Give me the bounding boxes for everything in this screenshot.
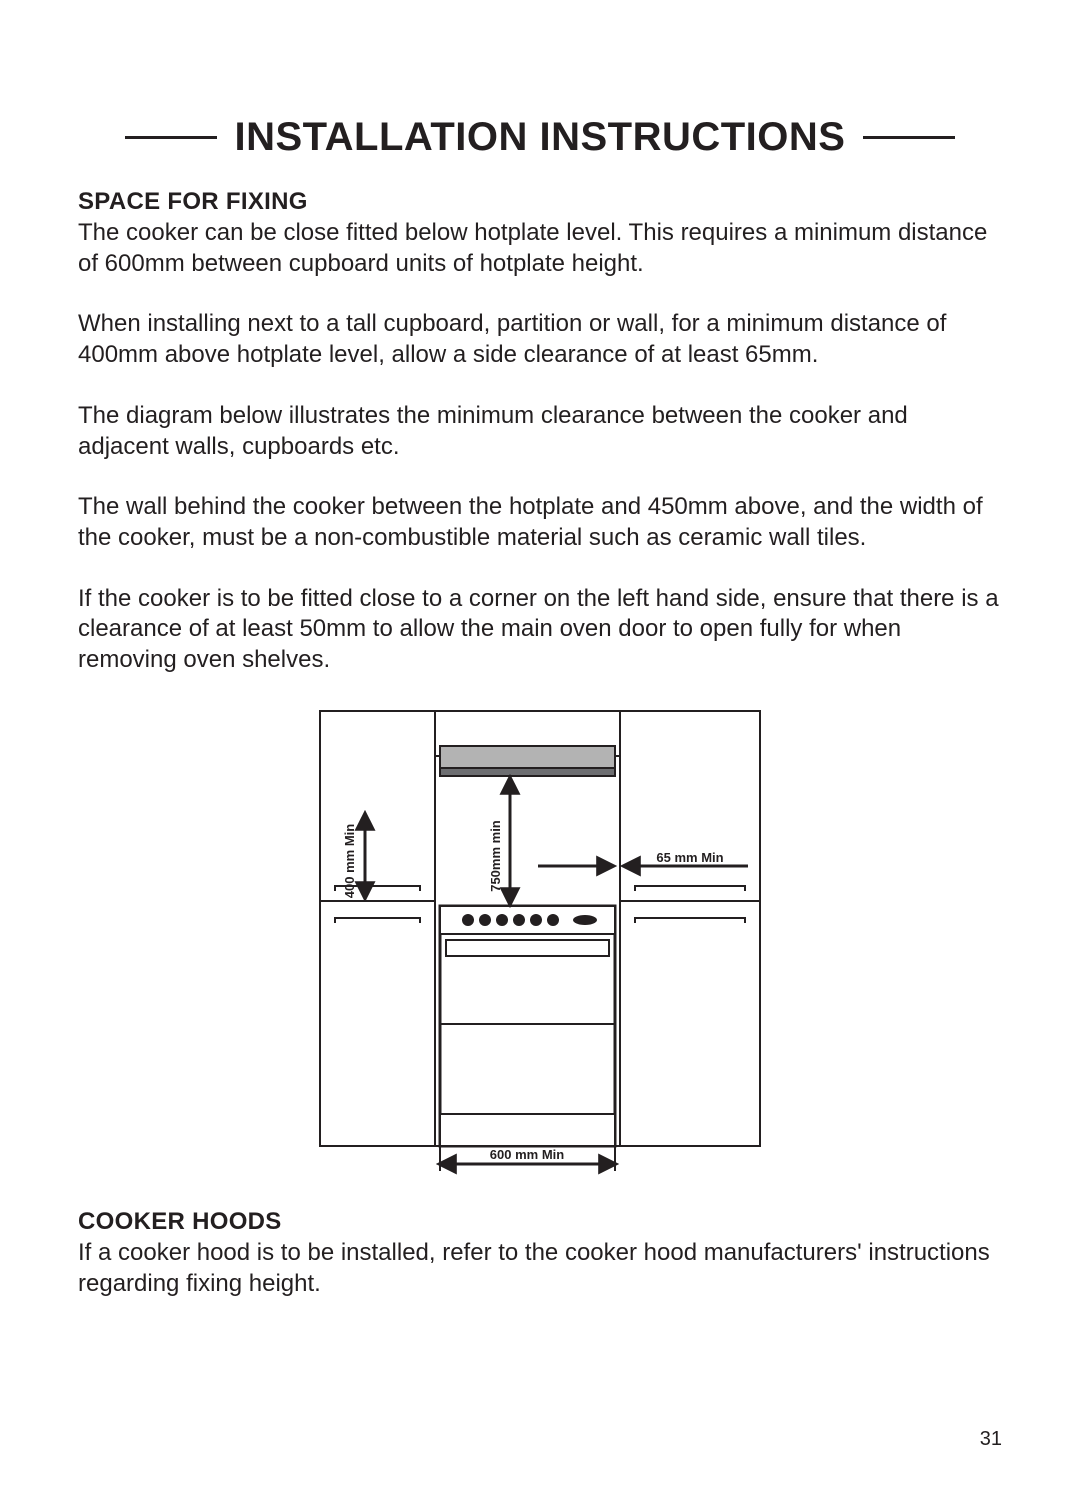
diagram-label-750mm: 750mm min (488, 820, 503, 892)
para-sff-3: The diagram below illustrates the minimu… (78, 401, 1002, 462)
clearance-diagram: 750mm min 400 mm Min 65 mm Min 600 mm Mi… (78, 706, 1002, 1186)
diagram-label-400mm: 400 mm Min (342, 824, 357, 898)
title-rule-left (125, 136, 217, 139)
clearance-diagram-svg: 750mm min 400 mm Min 65 mm Min 600 mm Mi… (310, 706, 770, 1186)
para-sff-2: When installing next to a tall cupboard,… (78, 309, 1002, 370)
page-title: INSTALLATION INSTRUCTIONS (217, 115, 864, 160)
page-number: 31 (980, 1428, 1002, 1451)
para-sff-1: The cooker can be close fitted below hot… (78, 218, 1002, 279)
para-ch-1: If a cooker hood is to be installed, ref… (78, 1238, 1002, 1299)
title-rule-right (863, 136, 955, 139)
heading-cooker-hoods: COOKER HOODS (78, 1208, 1002, 1236)
para-sff-4: The wall behind the cooker between the h… (78, 492, 1002, 553)
diagram-label-600mm: 600 mm Min (490, 1147, 564, 1162)
heading-space-for-fixing: SPACE FOR FIXING (78, 188, 1002, 216)
para-sff-5: If the cooker is to be fitted close to a… (78, 584, 1002, 676)
diagram-label-65mm: 65 mm Min (656, 850, 723, 865)
page-title-row: INSTALLATION INSTRUCTIONS (78, 115, 1002, 160)
